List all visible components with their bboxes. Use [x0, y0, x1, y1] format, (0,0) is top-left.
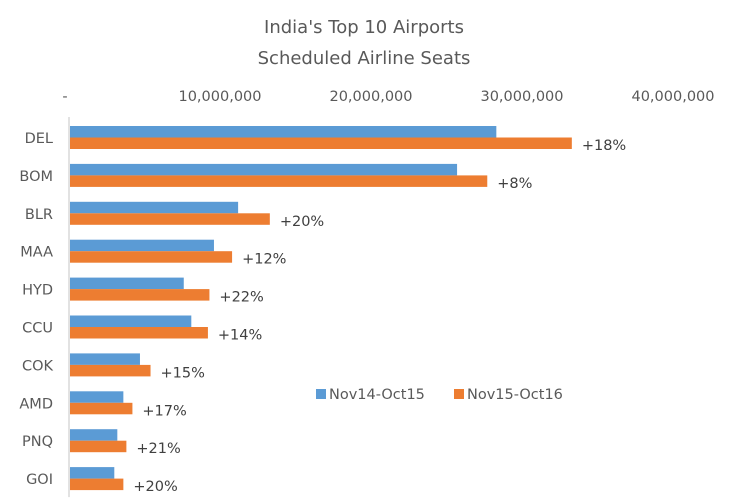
- category-label: GOI: [26, 472, 53, 488]
- category-label: DEL: [25, 131, 53, 147]
- legend-label: Nov14-Oct15: [329, 387, 425, 403]
- bars-group: [70, 126, 572, 491]
- bar-blr-nov15-oct16: [70, 213, 270, 225]
- bar-ccu-nov14-oct15: [70, 315, 192, 327]
- bar-goi-nov15-oct16: [70, 478, 124, 491]
- category-label: PNQ: [22, 434, 53, 450]
- data-label: +8%: [497, 176, 532, 192]
- legend: Nov14-Oct15 Nov15-Oct16: [316, 387, 563, 403]
- bar-pnq-nov14-oct15: [70, 429, 118, 441]
- category-label: AMD: [19, 396, 53, 412]
- legend-swatch: [316, 389, 326, 399]
- category-label: MAA: [20, 245, 53, 261]
- bar-maa-nov14-oct15: [70, 239, 214, 252]
- bar-pnq-nov15-oct16: [70, 440, 127, 453]
- bar-maa-nov15-oct16: [70, 251, 233, 263]
- bar-goi-nov14-oct15: [70, 467, 115, 479]
- data-label: +20%: [133, 479, 177, 495]
- category-labels: DEL BOM BLR MAA HYD CCU COK AMD PNQ GOI: [19, 131, 53, 488]
- category-label: COK: [22, 358, 54, 374]
- x-axis-ticks: - 10,000,000 20,000,000 30,000,000 40,000,00…: [62, 89, 714, 105]
- chart-title: India's Top 10 Airports: [264, 17, 464, 38]
- category-label: BOM: [19, 169, 53, 185]
- data-label: +22%: [219, 290, 263, 306]
- data-labels: +18% +8% +20% +12% +22% +14% +15% +17% +21% +20%: [133, 138, 626, 495]
- x-tick-label: 10,000,000: [178, 89, 261, 105]
- x-tick-label: -: [62, 89, 67, 105]
- data-label: +18%: [582, 138, 626, 154]
- x-tick-label: 20,000,000: [329, 89, 412, 105]
- bar-amd-nov15-oct16: [70, 402, 133, 415]
- bar-bom-nov15-oct16: [70, 175, 488, 187]
- bar-del-nov15-oct16: [70, 137, 572, 149]
- bar-bom-nov14-oct15: [70, 163, 458, 176]
- category-label: HYD: [22, 283, 53, 299]
- data-label: +17%: [142, 403, 186, 419]
- bar-hyd-nov15-oct16: [70, 289, 210, 301]
- legend-label: Nov15-Oct16: [467, 387, 563, 403]
- data-label: +14%: [218, 328, 262, 344]
- chart-subtitle: Scheduled Airline Seats: [258, 48, 471, 69]
- bar-blr-nov14-oct15: [70, 201, 239, 214]
- bar-hyd-nov14-oct15: [70, 277, 184, 290]
- data-label: +20%: [280, 214, 324, 230]
- category-label: BLR: [25, 207, 53, 223]
- x-tick-label: 30,000,000: [480, 89, 563, 105]
- bar-ccu-nov15-oct16: [70, 327, 208, 339]
- x-tick-label: 40,000,000: [631, 89, 714, 105]
- bar-cok-nov14-oct15: [70, 353, 140, 365]
- data-label: +12%: [242, 252, 286, 268]
- bar-cok-nov15-oct16: [70, 364, 151, 377]
- category-label: CCU: [22, 321, 53, 337]
- bar-amd-nov14-oct15: [70, 391, 124, 403]
- legend-swatch: [454, 389, 464, 399]
- data-label: +15%: [161, 365, 205, 381]
- bar-del-nov14-oct15: [70, 126, 497, 138]
- data-label: +21%: [136, 441, 180, 457]
